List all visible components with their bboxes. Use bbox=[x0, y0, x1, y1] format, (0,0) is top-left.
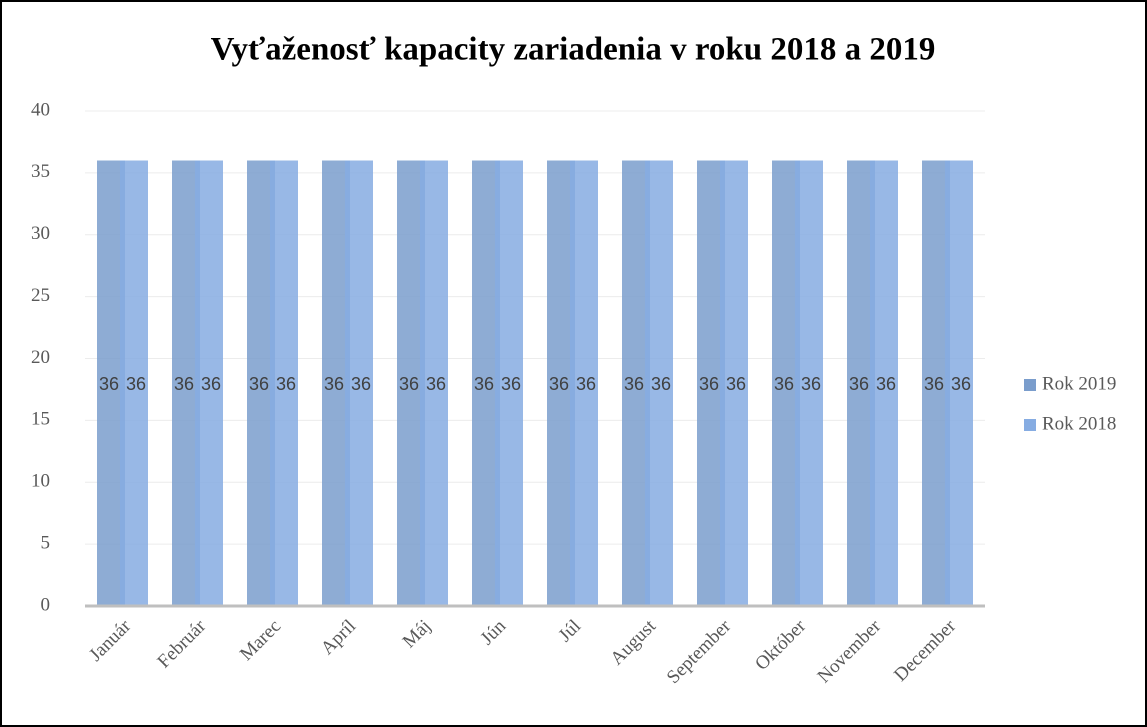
data-label: 36 bbox=[801, 374, 821, 394]
data-label: 36 bbox=[849, 374, 869, 394]
data-label: 36 bbox=[774, 374, 794, 394]
data-label: 36 bbox=[924, 374, 944, 394]
bar bbox=[870, 160, 898, 606]
y-tick-label: 35 bbox=[31, 161, 50, 182]
data-label: 36 bbox=[174, 374, 194, 394]
legend-label: Rok 2019 bbox=[1042, 373, 1116, 394]
data-label: 36 bbox=[426, 374, 446, 394]
bar bbox=[120, 160, 148, 606]
data-label: 36 bbox=[951, 374, 971, 394]
bar bbox=[645, 160, 673, 606]
y-tick-label: 0 bbox=[41, 594, 51, 615]
legend-marker bbox=[1024, 379, 1036, 391]
y-tick-label: 15 bbox=[31, 409, 50, 430]
legend-marker bbox=[1024, 419, 1036, 431]
bar bbox=[345, 160, 373, 606]
bar bbox=[270, 160, 298, 606]
y-tick-label: 40 bbox=[31, 99, 50, 120]
data-label: 36 bbox=[276, 374, 296, 394]
data-label: 36 bbox=[474, 374, 494, 394]
y-tick-label: 25 bbox=[31, 285, 50, 306]
data-label: 36 bbox=[324, 374, 344, 394]
bar bbox=[195, 160, 223, 606]
bar bbox=[420, 160, 448, 606]
bar bbox=[570, 160, 598, 606]
y-tick-label: 10 bbox=[31, 471, 50, 492]
data-label: 36 bbox=[576, 374, 596, 394]
bar bbox=[495, 160, 523, 606]
data-label: 36 bbox=[99, 374, 119, 394]
data-label: 36 bbox=[399, 374, 419, 394]
data-label: 36 bbox=[726, 374, 746, 394]
y-tick-label: 30 bbox=[31, 223, 50, 244]
bar bbox=[795, 160, 823, 606]
bar bbox=[720, 160, 748, 606]
data-label: 36 bbox=[624, 374, 644, 394]
chart-title: Vyťaženosť kapacity zariadenia v roku 20… bbox=[211, 32, 936, 68]
data-label: 36 bbox=[351, 374, 371, 394]
data-label: 36 bbox=[699, 374, 719, 394]
legend-label: Rok 2018 bbox=[1042, 413, 1116, 434]
y-tick-label: 20 bbox=[31, 347, 50, 368]
bar bbox=[945, 160, 973, 606]
data-label: 36 bbox=[126, 374, 146, 394]
data-label: 36 bbox=[249, 374, 269, 394]
data-label: 36 bbox=[876, 374, 896, 394]
data-label: 36 bbox=[201, 374, 221, 394]
data-label: 36 bbox=[651, 374, 671, 394]
data-label: 36 bbox=[549, 374, 569, 394]
y-tick-label: 5 bbox=[41, 532, 51, 553]
data-label: 36 bbox=[501, 374, 521, 394]
